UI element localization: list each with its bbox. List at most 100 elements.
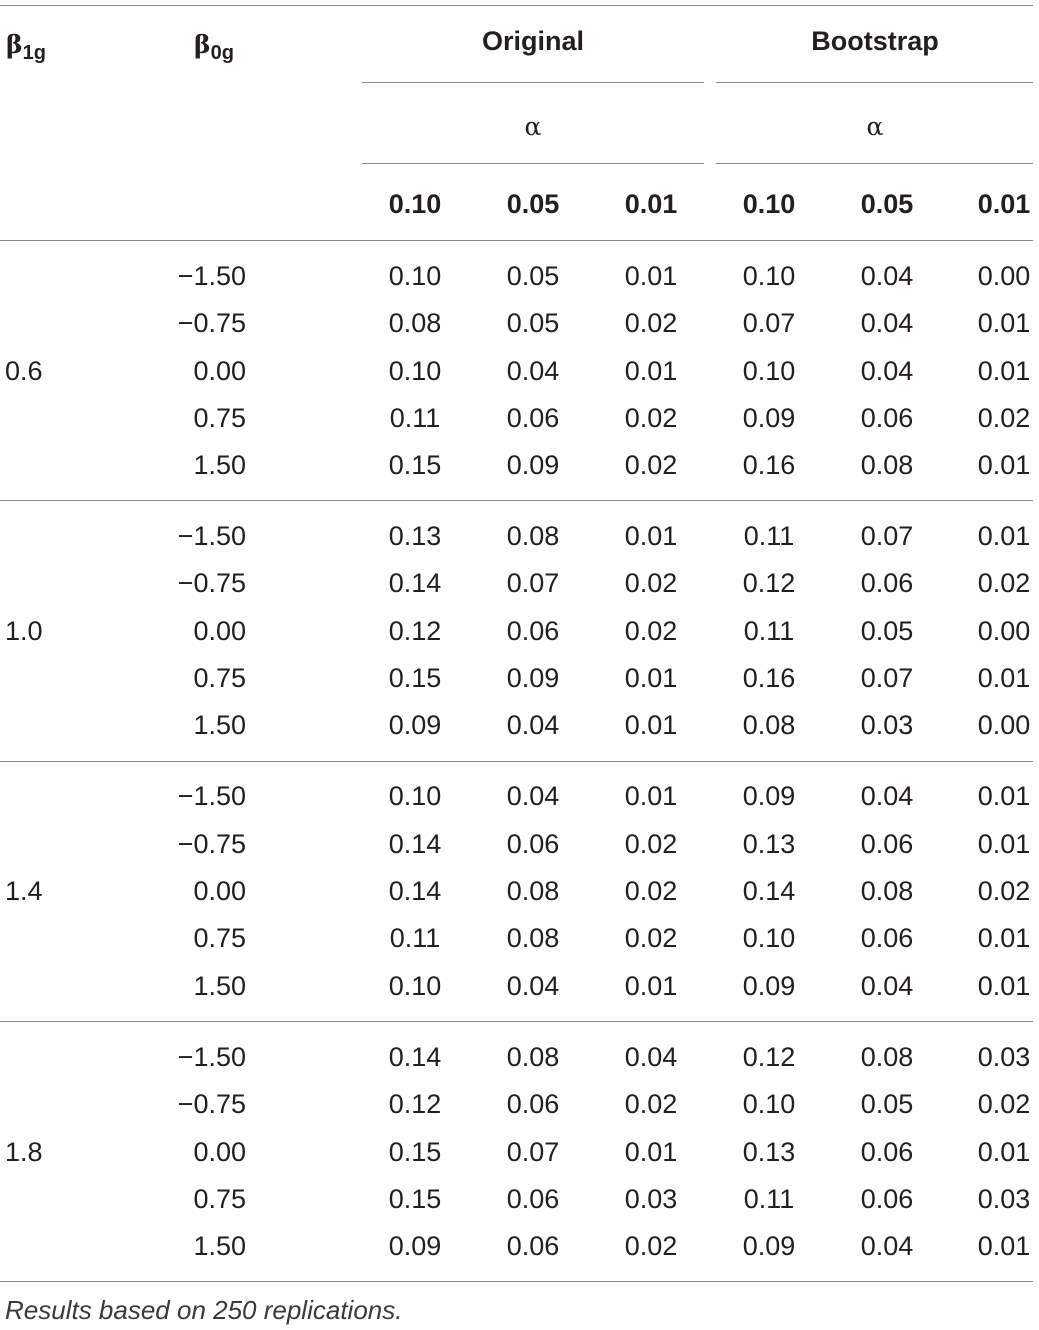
table-cell: 0.02 (624, 450, 678, 480)
table-cell: 0.07 (506, 1137, 560, 1167)
table-cell: 0.02 (624, 568, 678, 598)
table-cell: 0.02 (624, 1089, 678, 1119)
table-footnote: Results based on 250 replications. (5, 1295, 403, 1325)
row-beta0g: −0.75 (177, 1089, 246, 1119)
header-alpha-bootstrap: α (866, 112, 884, 141)
table-cell: 0.06 (506, 1184, 560, 1214)
table-cell: 0.08 (506, 521, 560, 551)
table-cell: 0.04 (506, 356, 560, 386)
header-alpha-original: α (524, 112, 542, 141)
table-cell: 0.10 (742, 1089, 796, 1119)
table-cell: 0.04 (506, 710, 560, 740)
table-cell: 0.01 (977, 829, 1031, 859)
table-bottom-rule (0, 1281, 1033, 1282)
row-beta0g: −1.50 (177, 261, 246, 291)
table-cell: 0.02 (977, 568, 1031, 598)
header-beta-1g: β1g (6, 30, 46, 68)
table-cell: 0.01 (977, 971, 1031, 1001)
table-cell: 0.04 (860, 971, 914, 1001)
group-divider-rule (0, 1021, 1033, 1022)
table-cell: 0.06 (506, 403, 560, 433)
header-beta-1g-subscript: 1g (22, 42, 46, 64)
table-cell: 0.11 (743, 521, 795, 551)
original-alpha-rule (362, 163, 704, 164)
header-beta-1g-symbol: β (6, 30, 23, 59)
table-cell: 0.06 (860, 923, 914, 953)
group-divider-rule (0, 500, 1033, 501)
header-level-bootstrap-005: 0.05 (860, 189, 914, 219)
table-cell: 0.01 (977, 1231, 1031, 1261)
header-group-original: Original (481, 26, 585, 56)
table-cell: 0.01 (977, 356, 1031, 386)
table-cell: 0.01 (624, 521, 678, 551)
table-cell: 0.09 (742, 971, 796, 1001)
row-beta0g: −1.50 (177, 1042, 246, 1072)
table-cell: 0.12 (742, 1042, 796, 1072)
table-cell: 0.06 (506, 1089, 560, 1119)
row-beta0g: 0.75 (193, 923, 246, 953)
table-cell: 0.08 (506, 923, 560, 953)
table-cell: 0.03 (977, 1184, 1031, 1214)
header-beta-0g: β0g (194, 30, 234, 68)
table-cell: 0.07 (860, 521, 914, 551)
row-beta0g: 0.00 (193, 876, 246, 906)
row-beta0g: 0.75 (193, 663, 246, 693)
table-cell: 0.04 (860, 356, 914, 386)
row-beta0g: 0.00 (193, 616, 246, 646)
table-cell: 0.10 (742, 356, 796, 386)
table-cell: 0.06 (860, 403, 914, 433)
table-cell: 0.09 (388, 710, 442, 740)
table-cell: 0.01 (977, 1137, 1031, 1167)
table-cell: 0.11 (389, 403, 441, 433)
row-beta0g: −0.75 (177, 829, 246, 859)
table-cell: 0.11 (743, 616, 795, 646)
table-cell: 0.07 (860, 663, 914, 693)
table-cell: 0.01 (977, 923, 1031, 953)
table-cell: 0.13 (742, 829, 796, 859)
group-beta1g-value: 0.6 (5, 356, 43, 386)
table-cell: 0.06 (506, 616, 560, 646)
row-beta0g: 1.50 (193, 1231, 246, 1261)
table-cell: 0.01 (624, 971, 678, 1001)
table-cell: 0.00 (977, 261, 1031, 291)
table-cell: 0.06 (860, 1137, 914, 1167)
table-cell: 0.13 (388, 521, 442, 551)
table-cell: 0.05 (860, 1089, 914, 1119)
table-cell: 0.09 (742, 781, 796, 811)
table-cell: 0.14 (388, 876, 442, 906)
table-cell: 0.06 (860, 829, 914, 859)
table-cell: 0.14 (388, 1042, 442, 1072)
table-cell: 0.10 (388, 261, 442, 291)
group-divider-rule (0, 761, 1033, 762)
bootstrap-group-rule (716, 82, 1033, 83)
group-beta1g-value: 1.4 (5, 876, 43, 906)
table-cell: 0.01 (977, 308, 1031, 338)
bootstrap-alpha-rule (716, 163, 1033, 164)
table-cell: 0.15 (388, 663, 442, 693)
table-cell: 0.07 (506, 568, 560, 598)
row-beta0g: −0.75 (177, 308, 246, 338)
table-cell: 0.05 (506, 308, 560, 338)
row-beta0g: 0.00 (193, 1137, 246, 1167)
table-cell: 0.07 (742, 308, 796, 338)
table-cell: 0.16 (742, 663, 796, 693)
table-cell: 0.11 (389, 923, 441, 953)
table-cell: 0.02 (624, 829, 678, 859)
table-cell: 0.02 (977, 403, 1031, 433)
row-beta0g: 0.00 (193, 356, 246, 386)
table-cell: 0.13 (742, 1137, 796, 1167)
table-cell: 0.09 (506, 663, 560, 693)
table-cell: 0.09 (742, 403, 796, 433)
header-level-original-001: 0.01 (624, 189, 678, 219)
table-cell: 0.03 (977, 1042, 1031, 1072)
table-cell: 0.03 (860, 710, 914, 740)
table-cell: 0.14 (388, 829, 442, 859)
table-cell: 0.02 (624, 1231, 678, 1261)
table-cell: 0.04 (624, 1042, 678, 1072)
table-cell: 0.15 (388, 1137, 442, 1167)
table-cell: 0.08 (506, 1042, 560, 1072)
row-beta0g: −1.50 (177, 521, 246, 551)
header-group-bootstrap: Bootstrap (811, 26, 939, 56)
group-beta1g-value: 1.8 (5, 1137, 43, 1167)
header-level-original-010: 0.10 (388, 189, 442, 219)
